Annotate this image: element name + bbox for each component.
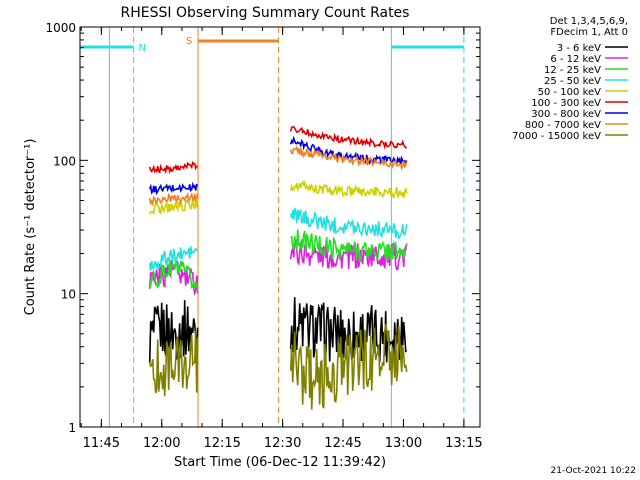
series-line — [148, 300, 199, 364]
legend-label: 25 - 50 keV — [544, 76, 601, 87]
y-tick-label: 1 — [68, 421, 76, 435]
legend-label: 12 - 25 keV — [544, 65, 601, 76]
series-line — [148, 259, 199, 292]
legend-label: 100 - 300 keV — [531, 98, 601, 109]
plot-frame — [79, 26, 481, 428]
series-line — [148, 246, 198, 271]
series-line — [148, 181, 199, 196]
y-axis: 1 10 100 1000 — [45, 21, 480, 435]
footer-date: 21-Oct-2021 10:22 — [551, 466, 636, 476]
series-line — [148, 199, 199, 216]
series-line — [289, 323, 408, 410]
legend: Det 1,3,4,5,6,9,FDecim 1, Att 0 3 - 6 keV… — [512, 16, 628, 142]
series-line — [148, 160, 199, 175]
legend-header: FDecim 1, Att 0 — [550, 27, 628, 38]
y-tick-label: 1000 — [45, 21, 76, 35]
series-line — [289, 179, 408, 200]
x-tick-label: 12:15 — [203, 436, 240, 451]
legend-label: 7000 - 15000 keV — [512, 131, 601, 142]
y-axis-label: Count Rate (s⁻¹ detector⁻¹) — [23, 139, 38, 316]
saa-marker: S — [186, 36, 192, 47]
x-tick-label: 11:45 — [83, 436, 120, 451]
x-tick-label: 13:15 — [445, 436, 482, 451]
chart-title: RHESSI Observing Summary Count Rates — [121, 5, 410, 21]
series-line — [289, 135, 408, 166]
x-axis-label: Start Time (06-Dec-12 11:39:42) — [174, 455, 386, 470]
legend-header: Det 1,3,4,5,6,9, — [550, 16, 628, 27]
legend-label: 800 - 7000 keV — [525, 120, 601, 131]
night-marker: N — [139, 43, 146, 54]
legend-label: 300 - 800 keV — [531, 109, 601, 120]
series-line — [148, 191, 199, 207]
series-line — [290, 229, 408, 263]
x-axis: 11:45 12:00 12:15 12:30 12:45 13:00 13:15 — [80, 27, 483, 451]
series-line — [289, 207, 408, 240]
x-tick-label: 12:00 — [143, 436, 180, 451]
y-tick-label: 10 — [61, 288, 76, 302]
x-tick-label: 13:00 — [385, 436, 422, 451]
series-group — [148, 126, 408, 410]
series-line — [289, 297, 408, 363]
series-line — [148, 330, 199, 397]
legend-label: 3 - 6 keV — [557, 43, 601, 54]
legend-label: 6 - 12 keV — [550, 54, 601, 65]
x-tick-label: 12:30 — [264, 436, 301, 451]
legend-label: 50 - 100 keV — [538, 87, 602, 98]
series-line — [289, 145, 408, 171]
y-tick-label: 100 — [53, 154, 76, 168]
x-tick-label: 12:45 — [324, 436, 361, 451]
series-line — [289, 126, 407, 150]
